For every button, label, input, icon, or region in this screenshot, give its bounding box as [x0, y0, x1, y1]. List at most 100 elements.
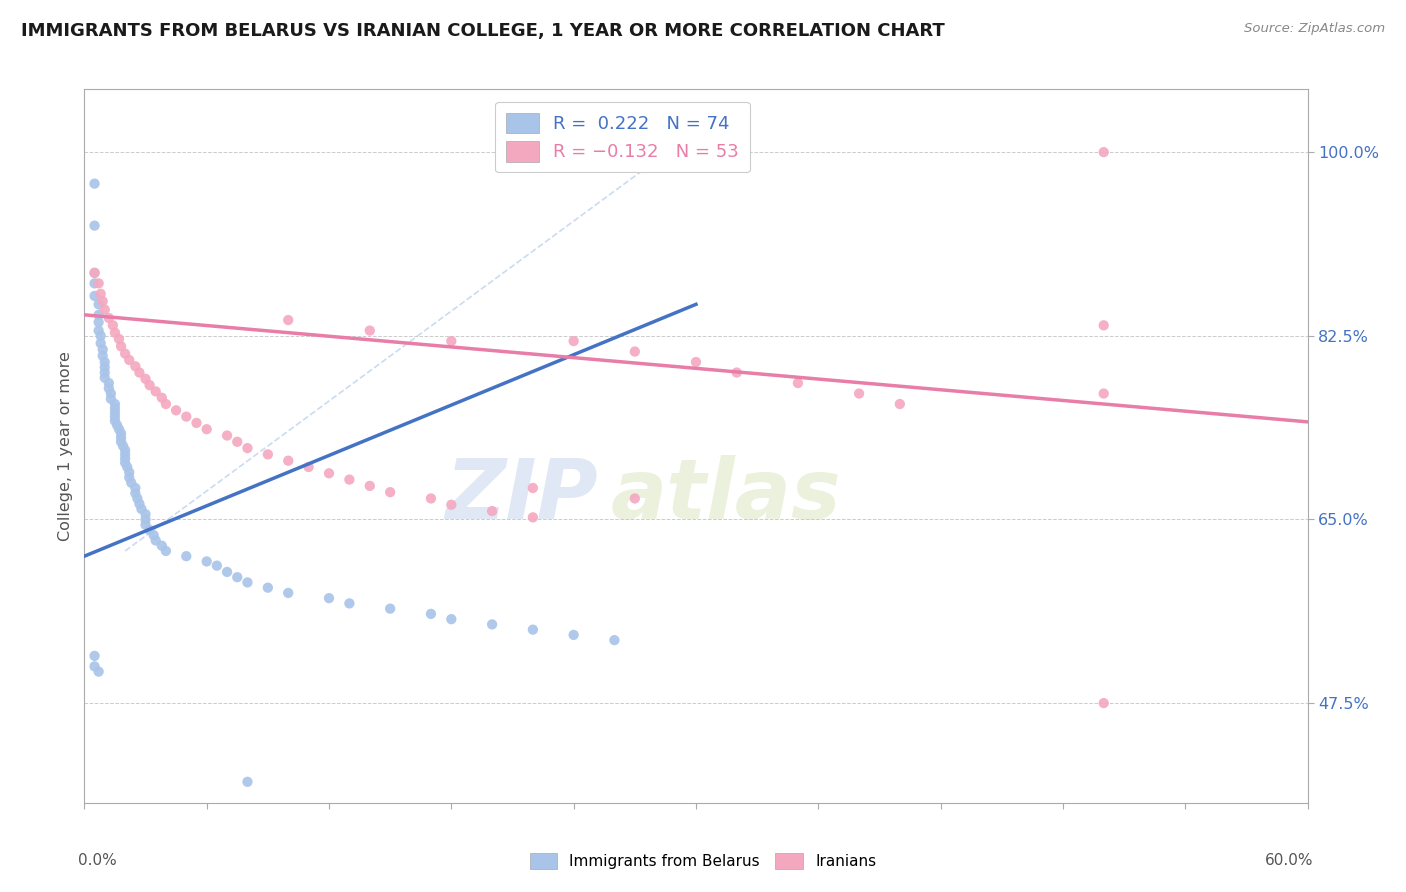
Point: [93, 360, 115, 375]
Point: [236, 774, 259, 789]
Point: [124, 486, 146, 500]
Point: [91, 294, 114, 309]
Point: [87, 315, 110, 329]
Point: [226, 570, 249, 584]
Point: [277, 586, 299, 600]
Point: [257, 581, 280, 595]
Point: [101, 318, 124, 333]
Point: [108, 422, 131, 436]
Text: IMMIGRANTS FROM BELARUS VS IRANIAN COLLEGE, 1 YEAR OR MORE CORRELATION CHART: IMMIGRANTS FROM BELARUS VS IRANIAN COLLE…: [21, 22, 945, 40]
Point: [104, 405, 127, 419]
Point: [562, 628, 585, 642]
Point: [128, 497, 150, 511]
Point: [83, 277, 105, 291]
Point: [562, 334, 585, 348]
Point: [135, 507, 157, 521]
Point: [87, 277, 110, 291]
Point: [481, 504, 503, 518]
Point: [339, 596, 360, 610]
Point: [90, 286, 112, 301]
Point: [195, 554, 218, 568]
Point: [87, 297, 110, 311]
Point: [114, 451, 136, 466]
Point: [135, 517, 157, 532]
Text: 0.0%: 0.0%: [79, 853, 117, 868]
Point: [138, 523, 160, 537]
Point: [217, 428, 239, 442]
Point: [90, 328, 112, 343]
Point: [420, 491, 443, 506]
Point: [128, 366, 150, 380]
Point: [481, 617, 503, 632]
Text: atlas: atlas: [610, 456, 841, 536]
Point: [118, 353, 141, 368]
Point: [90, 336, 112, 351]
Point: [91, 343, 114, 357]
Point: [522, 510, 544, 524]
Point: [83, 659, 105, 673]
Point: [104, 326, 127, 340]
Text: Source: ZipAtlas.com: Source: ZipAtlas.com: [1244, 22, 1385, 36]
Point: [104, 401, 127, 416]
Point: [83, 289, 105, 303]
Point: [889, 397, 911, 411]
Point: [277, 313, 299, 327]
Point: [174, 409, 197, 424]
Point: [114, 447, 136, 461]
Point: [93, 302, 115, 317]
Point: [104, 397, 127, 411]
Point: [93, 371, 115, 385]
Point: [522, 623, 544, 637]
Point: [685, 355, 707, 369]
Point: [127, 491, 149, 506]
Point: [339, 473, 360, 487]
Point: [87, 308, 110, 322]
Point: [120, 475, 142, 490]
Point: [359, 479, 381, 493]
Point: [165, 403, 187, 417]
Point: [603, 633, 626, 648]
Point: [1092, 386, 1115, 401]
Point: [217, 565, 239, 579]
Point: [440, 334, 463, 348]
Point: [277, 453, 299, 467]
Point: [138, 378, 160, 392]
Point: [624, 344, 647, 359]
Point: [100, 392, 122, 406]
Point: [135, 512, 157, 526]
Point: [236, 441, 259, 455]
Point: [93, 355, 115, 369]
Point: [83, 219, 105, 233]
Point: [1092, 318, 1115, 333]
Point: [174, 549, 197, 564]
Point: [150, 391, 173, 405]
Point: [155, 397, 177, 411]
Point: [440, 612, 463, 626]
Point: [1092, 696, 1115, 710]
Point: [522, 481, 544, 495]
Point: [112, 439, 135, 453]
Point: [87, 324, 110, 338]
Point: [787, 376, 810, 390]
Point: [150, 539, 173, 553]
Point: [124, 359, 146, 374]
Point: [135, 372, 157, 386]
Legend: Immigrants from Belarus, Iranians: Immigrants from Belarus, Iranians: [523, 847, 883, 875]
Point: [104, 414, 127, 428]
Point: [318, 591, 340, 606]
Point: [155, 544, 177, 558]
Point: [114, 346, 136, 360]
Point: [114, 443, 136, 458]
Point: [114, 456, 136, 470]
Text: ZIP: ZIP: [446, 456, 598, 536]
Point: [110, 339, 132, 353]
Point: [97, 310, 120, 325]
Point: [624, 491, 647, 506]
Text: 60.0%: 60.0%: [1265, 853, 1313, 868]
Point: [298, 460, 321, 475]
Point: [124, 481, 146, 495]
Point: [115, 460, 138, 475]
Point: [83, 266, 105, 280]
Point: [186, 416, 208, 430]
Point: [145, 384, 167, 399]
